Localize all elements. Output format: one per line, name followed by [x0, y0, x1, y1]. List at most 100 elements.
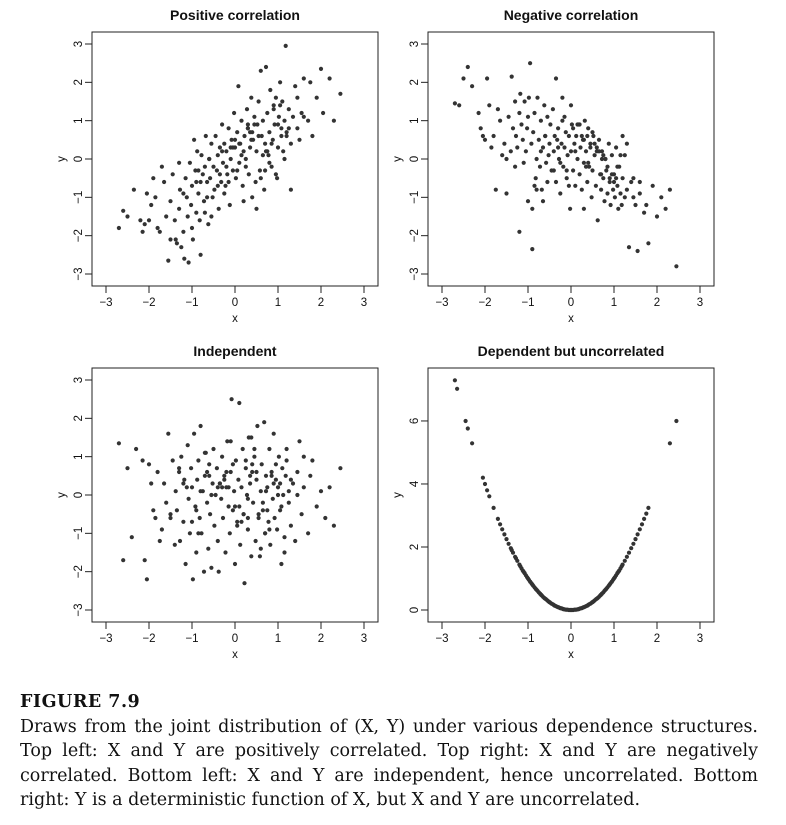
scatter-point: [295, 95, 300, 100]
scatter-point: [470, 441, 475, 446]
scatter-point: [207, 462, 212, 467]
scatter-point: [572, 141, 577, 146]
scatter-point: [461, 76, 466, 81]
scatter-point: [267, 160, 272, 165]
panel-1: Positive correlation −3 −2 −1 0 1 2 3 −3 −2 −1 0 1 2 3…: [56, 7, 379, 325]
scatter-point: [561, 164, 566, 169]
scatter-point: [275, 176, 280, 181]
panel-title: Independent: [193, 343, 277, 359]
scatter-point: [463, 418, 468, 424]
scatter-point: [550, 107, 556, 112]
scatter-point: [586, 160, 591, 165]
scatter-point: [230, 145, 235, 150]
scatter-point: [255, 122, 260, 127]
scatter-point: [183, 561, 188, 567]
scatter-point: [189, 485, 195, 490]
scatter-point: [157, 229, 162, 234]
scatter-point: [271, 431, 276, 436]
scatter-point: [575, 122, 580, 127]
scatter-point: [214, 168, 219, 173]
x-tick-label: −3: [99, 297, 112, 309]
y-tick-label: 3: [409, 41, 421, 47]
y-axis-label: y: [392, 156, 404, 162]
scatter-point: [504, 156, 509, 162]
scatter-point: [476, 110, 481, 116]
scatter-point: [591, 133, 596, 139]
scatter-point: [260, 118, 265, 123]
scatter-point: [253, 538, 258, 544]
scatter-point: [224, 164, 229, 169]
scatter-point: [290, 114, 296, 119]
scatter-point: [192, 137, 197, 142]
scatter-point: [202, 473, 207, 478]
scatter-point: [272, 515, 277, 521]
scatter-point: [263, 531, 268, 536]
scatter-point: [155, 469, 160, 475]
scatter-point: [506, 541, 511, 546]
scatter-point: [295, 469, 300, 475]
scatter-point: [197, 218, 202, 223]
scatter-point: [618, 153, 623, 158]
scatter-point: [288, 477, 293, 482]
scatter-point: [241, 199, 246, 204]
x-axis-label: x: [568, 649, 574, 661]
scatter-point: [599, 187, 604, 192]
scatter-point: [202, 164, 207, 169]
y-tick-label: −1: [409, 191, 421, 204]
scatter-point: [605, 191, 610, 196]
scatter-point: [138, 218, 143, 223]
y-axis-label: y: [56, 156, 68, 162]
scatter-point: [495, 516, 500, 522]
scatter-point: [555, 137, 560, 142]
scatter-point: [144, 577, 149, 582]
scatter-point: [578, 145, 583, 150]
scatter-point: [338, 91, 343, 96]
scatter-point: [140, 458, 145, 463]
scatter-point: [518, 91, 523, 96]
scatter-point: [243, 466, 248, 471]
scatter-point: [164, 500, 169, 505]
scatter-point: [250, 195, 255, 200]
scatter-point: [581, 160, 587, 165]
x-tick-label: 0: [232, 633, 238, 645]
scatter-point: [301, 454, 306, 459]
scatter-point: [513, 164, 518, 169]
scatter-point: [583, 149, 589, 154]
scatter-point: [635, 532, 640, 537]
scatter-point: [195, 477, 200, 482]
y-tick-label: 0: [409, 156, 421, 162]
scatter-point: [220, 515, 226, 521]
scatter-point: [194, 550, 199, 555]
scatter-point: [327, 485, 332, 490]
scatter-point: [306, 531, 311, 536]
scatter-point: [199, 153, 204, 158]
scatter-point: [170, 458, 175, 463]
scatter-point: [263, 141, 268, 146]
scatter-point: [284, 130, 289, 135]
scatter-point: [612, 195, 618, 200]
caption-text: Draws from the joint distribution of (X,…: [20, 716, 758, 811]
scatter-point: [644, 202, 649, 208]
scatter-point: [281, 492, 286, 498]
scatter-point: [592, 153, 597, 158]
scatter-point: [184, 195, 189, 200]
scatter-point: [506, 114, 511, 119]
scatter-point: [233, 458, 238, 463]
scatter-point: [164, 214, 169, 219]
scatter-point: [674, 264, 679, 269]
scatter-point: [586, 126, 591, 131]
scatter-point: [162, 481, 167, 486]
scatter-point: [510, 126, 516, 131]
scatter-point: [485, 76, 490, 81]
scatter-point: [245, 122, 250, 127]
scatter-point: [574, 133, 579, 139]
scatter-point: [265, 110, 270, 116]
scatter-point: [308, 473, 313, 478]
scatter-point: [250, 462, 255, 467]
scatter-point: [646, 505, 651, 510]
scatter-point: [245, 515, 250, 521]
scatter-point: [220, 160, 226, 165]
scatter-point: [226, 179, 231, 185]
scatter-point: [256, 512, 261, 517]
scatter-point: [533, 176, 538, 181]
